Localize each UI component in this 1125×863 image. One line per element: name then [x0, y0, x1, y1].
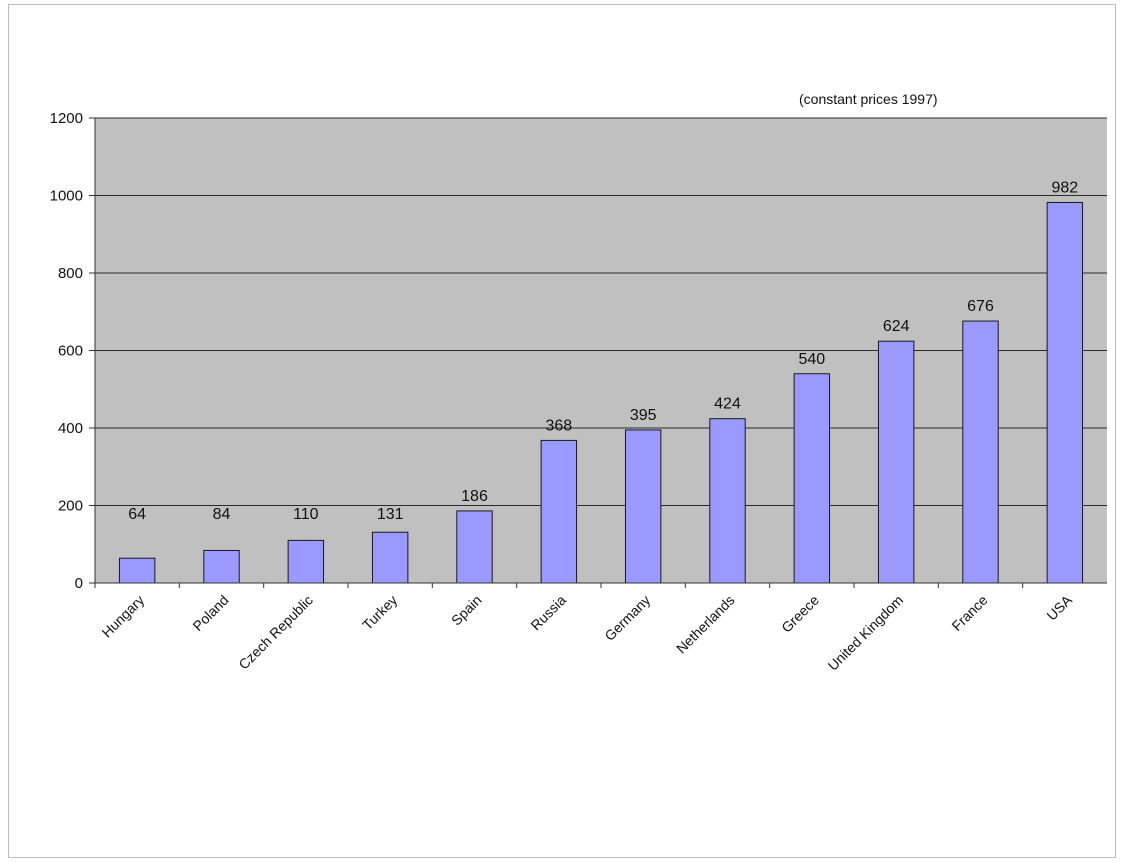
bar-greece	[793, 373, 831, 584]
bar-poland	[203, 549, 240, 584]
y-tick-label: 800	[58, 265, 83, 282]
bar-spain	[456, 510, 493, 584]
x-tick-label: Hungary	[99, 592, 148, 641]
x-tick-label: United Kingdom	[825, 592, 907, 674]
data-label: 64	[128, 506, 146, 523]
x-axis-labels: Hungary Poland Czech Republic Turkey Spain Ru…	[94, 583, 1075, 674]
bar-germany	[624, 429, 662, 584]
x-tick-label: France	[948, 592, 990, 634]
data-label: 676	[967, 298, 994, 315]
bar-russia	[540, 439, 578, 584]
x-tick-label: Netherlands	[673, 592, 738, 657]
x-tick-label: Poland	[189, 592, 231, 634]
data-label: 186	[461, 488, 488, 505]
y-tick-label: 400	[58, 420, 83, 437]
bar-france	[962, 320, 999, 584]
x-tick-label: Spain	[448, 592, 485, 629]
gridlines	[95, 117, 1107, 506]
x-tick-label: USA	[1043, 591, 1075, 623]
y-tick-label: 600	[58, 343, 83, 360]
bar-czech-republic	[287, 539, 325, 584]
y-tick-label: 1200	[50, 110, 83, 127]
bar-hungary	[118, 557, 156, 584]
bar-chart: 0 200 400 600 800 1000 1200 Hungary Poland Czech…	[50, 91, 1107, 674]
bars	[118, 201, 1084, 584]
bar-usa	[1046, 201, 1084, 584]
x-tick-label: Greece	[778, 592, 822, 636]
data-label: 424	[714, 396, 741, 413]
data-label: 982	[1051, 179, 1078, 196]
data-label: 540	[798, 351, 825, 368]
y-tick-label: 200	[58, 498, 83, 515]
y-axis-ticks: 0 200 400 600 800 1000 1200	[50, 110, 95, 592]
x-tick-label: Russia	[527, 592, 569, 634]
y-tick-label: 0	[75, 575, 83, 592]
data-label: 110	[293, 506, 319, 523]
bar-netherlands	[709, 418, 746, 584]
data-label: 84	[213, 506, 231, 523]
x-tick-label: Germany	[601, 592, 653, 644]
chart-frame: 0 200 400 600 800 1000 1200 Hungary Poland Czech…	[8, 4, 1116, 858]
x-tick-label: Czech Republic	[235, 592, 316, 673]
chart-annotation: (constant prices 1997)	[799, 91, 938, 107]
data-labels: 64 84 110 131 186 368 395 424 540 624 676 982	[128, 179, 1078, 522]
data-label: 624	[883, 318, 910, 335]
data-label: 395	[630, 407, 657, 424]
data-label: 131	[377, 506, 404, 523]
data-label: 368	[545, 417, 572, 434]
bar-turkey	[371, 531, 409, 584]
y-tick-label: 1000	[50, 188, 83, 205]
x-tick-label: Turkey	[359, 592, 400, 633]
bar-united-kingdom	[877, 340, 915, 584]
